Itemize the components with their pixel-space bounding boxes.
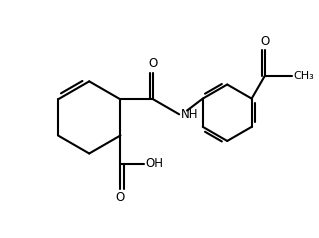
Text: O: O [116,191,125,204]
Text: NH: NH [181,109,198,121]
Text: O: O [149,57,158,70]
Text: OH: OH [145,157,164,170]
Text: CH₃: CH₃ [293,70,314,80]
Text: O: O [260,35,270,48]
